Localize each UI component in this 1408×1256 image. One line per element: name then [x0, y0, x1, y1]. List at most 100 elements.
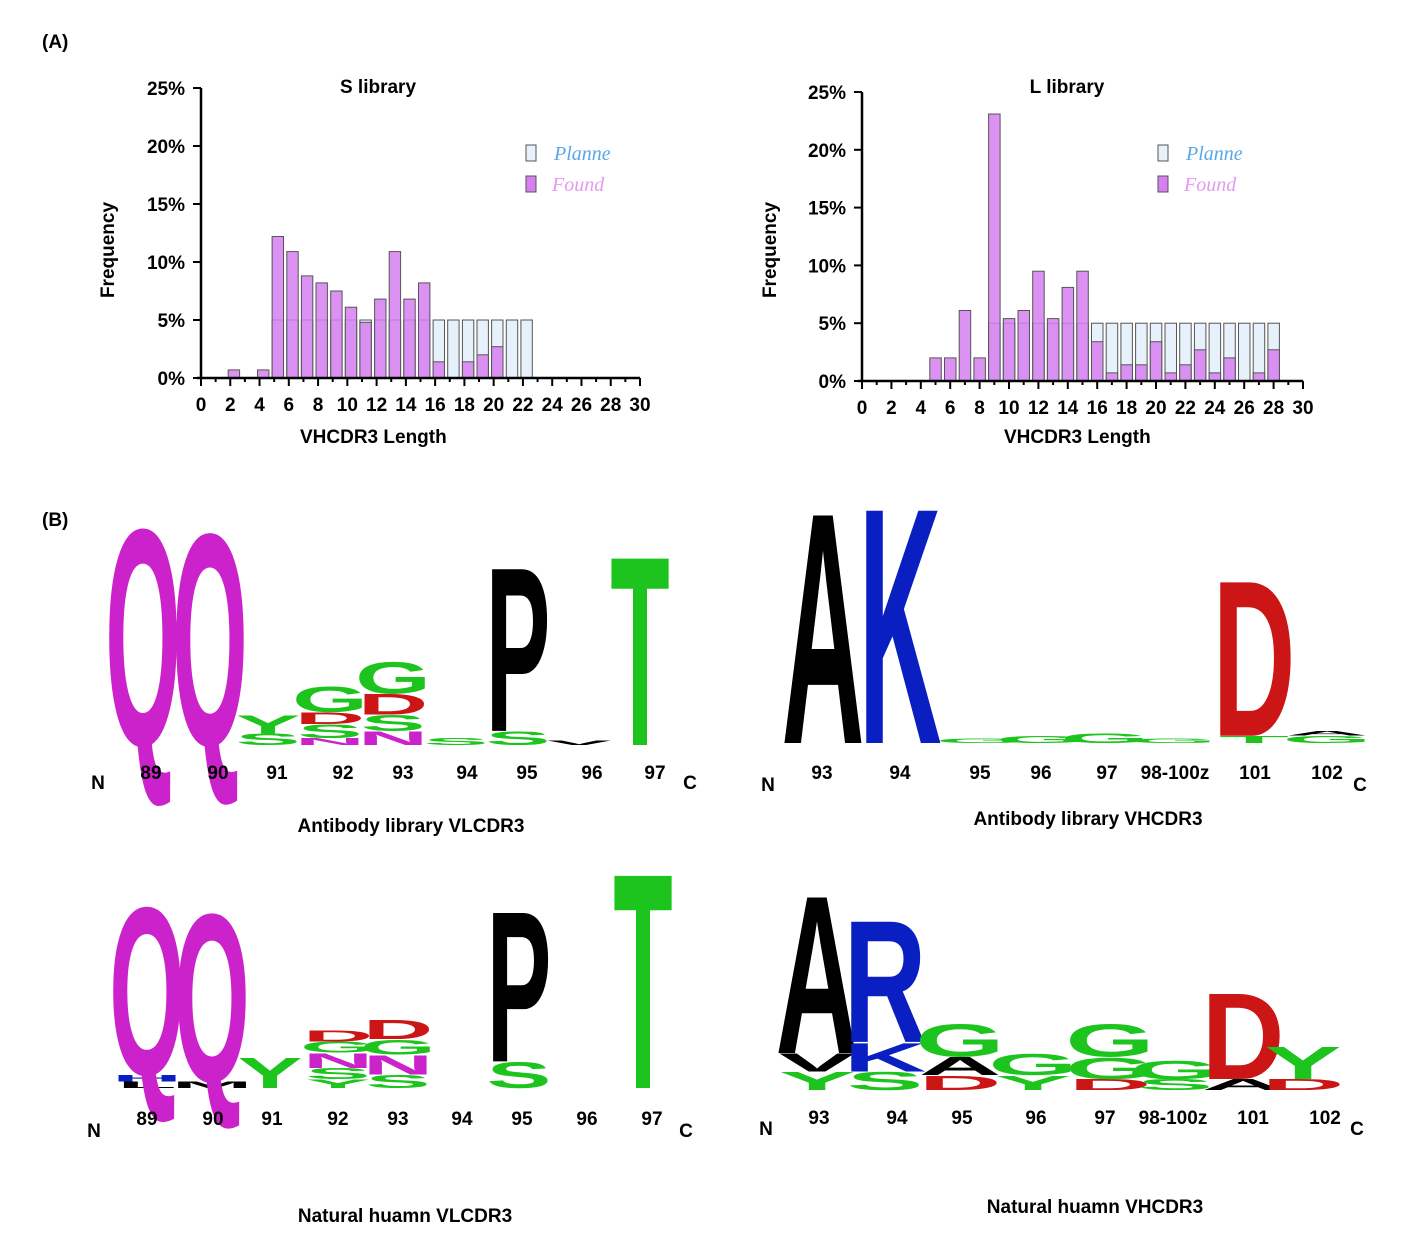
logo-letter-q: Q	[172, 470, 248, 809]
logo-letter-y: Y	[1265, 1037, 1341, 1089]
x-tick-label: 22	[512, 395, 533, 416]
logo-position-label: 98-100z	[1141, 763, 1210, 784]
logo-letter-g: G	[1127, 737, 1216, 745]
logo-letter-d: D	[358, 688, 428, 721]
logo-position-label: 91	[266, 763, 288, 784]
x-tick-label: 28	[1263, 398, 1284, 419]
logo-letter-p: P	[486, 519, 551, 782]
bar-found	[359, 321, 372, 379]
bar-found	[432, 361, 446, 379]
logo-letter-g: G	[1060, 731, 1149, 746]
x-tick-label: 0	[196, 395, 207, 416]
logo-letter-v: V	[779, 1048, 856, 1077]
bar-found	[330, 290, 343, 379]
bar-found	[271, 236, 285, 379]
logo-position-label: 96	[576, 1109, 597, 1130]
logo-position-label: 90	[202, 1109, 223, 1130]
logo-letter-t: T	[613, 810, 672, 1154]
panel-label-b: (B)	[42, 510, 69, 531]
logo-letter-d: D	[1069, 1076, 1152, 1093]
logo-letter-m: M	[172, 1080, 253, 1090]
logo-position-label: 102	[1311, 763, 1343, 784]
y-tick-label: 25%	[147, 79, 185, 100]
bar-found	[958, 310, 972, 382]
y-tick-label: 5%	[158, 311, 186, 332]
bar-found	[1002, 318, 1016, 382]
logo-letter-g: G	[1065, 1015, 1154, 1067]
logo-position-label: 95	[951, 1108, 973, 1129]
bar-planned	[1252, 322, 1266, 382]
logo-position-label: 94	[889, 763, 911, 784]
bar-found	[1193, 349, 1207, 382]
x-tick-label: 12	[366, 395, 387, 416]
logo-letter-h: H	[112, 1073, 182, 1083]
logo-position-label: 95	[516, 763, 538, 784]
bar-found	[1061, 286, 1075, 382]
x-tick-label: 2	[886, 398, 897, 419]
bar-found	[1149, 341, 1163, 382]
bar-found	[1267, 349, 1280, 382]
logo-letter-s: S	[366, 1071, 431, 1092]
x-tick-label: 24	[542, 395, 564, 416]
bar-found	[1120, 364, 1133, 382]
bar-found	[944, 357, 957, 382]
bar-found	[461, 361, 475, 379]
logo-position-label: 93	[392, 763, 413, 784]
bar-chart-l-library: L library VHCDR3 Length Frequency 0% 5% 10…	[760, 77, 1314, 448]
bar-planned	[1105, 322, 1119, 382]
logo-position-label: 96	[1030, 763, 1051, 784]
bar-found	[1091, 341, 1104, 382]
logo-position-label: 102	[1309, 1108, 1341, 1129]
bar-found	[374, 298, 387, 379]
logo-letter-n: N	[363, 1050, 433, 1081]
y-tick-label: 0%	[158, 369, 186, 390]
x-tick-label: 18	[1116, 398, 1137, 419]
bar-found	[403, 298, 416, 379]
logo-letter-g: G	[355, 652, 431, 703]
logo-position-label: 94	[886, 1108, 908, 1129]
logo-letter-k: K	[844, 1035, 927, 1081]
x-tick-label: 16	[1087, 398, 1108, 419]
y-tick-label: 20%	[808, 141, 846, 162]
x-tick-label: 4	[916, 398, 927, 419]
x-tick-label: 8	[974, 398, 985, 419]
x-tick-label: 26	[571, 395, 592, 416]
legend: Planne Found	[525, 143, 611, 196]
chart-title: L library	[1030, 77, 1105, 98]
logo-letter-a: A	[1286, 730, 1369, 738]
bar-planned	[1164, 322, 1177, 382]
logo-letter-q: Q	[174, 864, 250, 1133]
x-tick-label: 8	[313, 395, 324, 416]
y-tick-label: 25%	[808, 83, 846, 104]
legend: Planne Found	[1157, 143, 1243, 196]
logo-letter-g: G	[1282, 734, 1371, 745]
x-tick-label: 10	[337, 395, 358, 416]
x-tick-label: 18	[454, 395, 475, 416]
x-tick-label: 4	[254, 395, 265, 416]
bar-found	[1135, 364, 1148, 382]
bar-found	[418, 282, 431, 379]
bar-planned	[447, 319, 460, 379]
legend-label-found: Found	[1183, 174, 1237, 196]
logo-letter-t: T	[610, 501, 669, 803]
logo-title: Natural huamn VLCDR3	[298, 1206, 512, 1227]
y-axis-label: Frequency	[98, 202, 119, 299]
logo-position-label: 98-100z	[1139, 1108, 1208, 1129]
logo-position-label: 101	[1237, 1108, 1269, 1129]
bars-group	[929, 113, 1280, 382]
bar-planned	[1238, 322, 1251, 382]
logo-letter-s: S	[424, 736, 489, 747]
legend-label-found: Found	[551, 174, 605, 196]
logo-position-label: 94	[456, 763, 478, 784]
logo-title: Natural huamn VHCDR3	[987, 1197, 1203, 1218]
bar-chart-s-library: S library VHCDR3 Length Frequency 0% 5% 10…	[98, 77, 651, 448]
x-tick-label: 6	[284, 395, 295, 416]
bar-found	[1017, 310, 1030, 382]
logo-letter-r: R	[844, 885, 927, 1080]
y-tick-label: 20%	[147, 137, 185, 158]
logo-position-label: 96	[1025, 1108, 1046, 1129]
